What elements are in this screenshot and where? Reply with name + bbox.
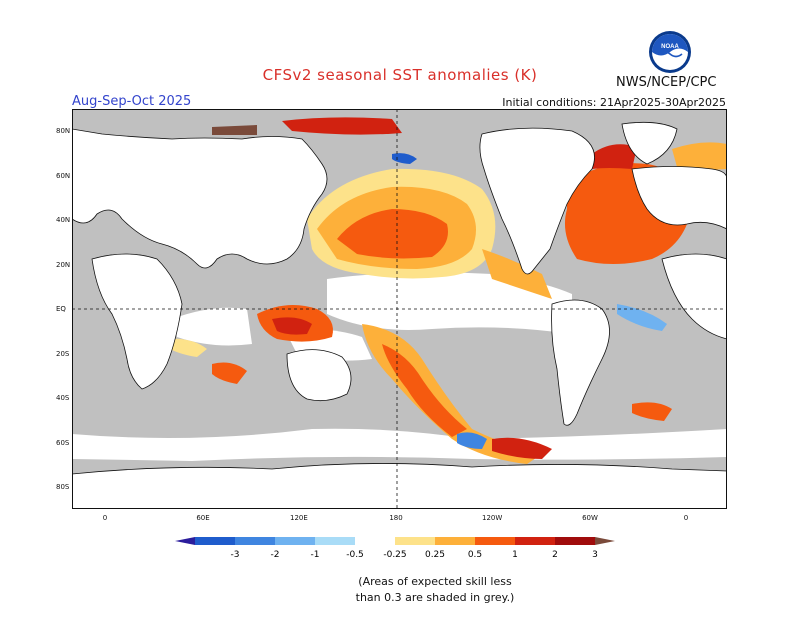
antarctica xyxy=(72,463,727,509)
noaa-logo: NOAA xyxy=(649,31,691,73)
cool-anomaly-tropical-atlantic xyxy=(617,304,667,331)
cool-anomaly-south-pacific xyxy=(457,432,487,449)
colorbar-labels: -3 -2 -1 -0.5 -0.25 0.25 0.5 1 2 3 xyxy=(231,550,598,560)
colorbar-label: -3 xyxy=(231,550,240,560)
sst-anomaly-map xyxy=(72,109,727,509)
neutral-band-pacific xyxy=(327,272,572,334)
arctic-extreme-anomaly xyxy=(212,125,257,135)
logo-text: NOAA xyxy=(661,44,679,50)
north-america xyxy=(479,127,595,275)
lon-label: 0 xyxy=(683,514,689,522)
warm-anomaly-labrador xyxy=(592,144,637,169)
neutral-band-southern-ocean xyxy=(72,428,727,461)
colorbar-label: 0.5 xyxy=(468,550,482,560)
colorbar: -3 -2 -1 -0.5 -0.25 0.25 0.5 1 2 3 xyxy=(175,537,615,560)
colorbar-label: 1 xyxy=(512,550,518,560)
colorbar-swatch xyxy=(195,537,235,545)
lat-label: EQ xyxy=(56,305,66,313)
colorbar-swatch xyxy=(475,537,515,545)
warm-anomaly-south-east-pacific xyxy=(492,437,552,459)
colorbar-swatch xyxy=(355,537,395,545)
lon-label: 60E xyxy=(196,514,210,522)
initial-conditions: Initial conditions: 21Apr2025-30Apr2025 xyxy=(502,96,726,109)
arctic-warm-anomaly xyxy=(282,117,402,135)
africa-east-wrap xyxy=(661,253,727,340)
colorbar-label: 2 xyxy=(552,550,558,560)
lon-label: 0 xyxy=(102,514,108,522)
colorbar-swatch xyxy=(315,537,355,545)
africa xyxy=(91,253,183,390)
lat-label: 60S xyxy=(56,438,70,447)
australia xyxy=(286,349,352,402)
lat-label: 60N xyxy=(56,171,71,180)
warm-anomaly-east-pacific xyxy=(482,249,552,299)
warm-anomaly-south-atlantic xyxy=(632,402,672,421)
colorbar-label: -0.25 xyxy=(383,550,406,560)
colorbar-swatch xyxy=(555,537,595,545)
colorbar-swatch xyxy=(235,537,275,545)
agency-label: NWS/NCEP/CPC xyxy=(616,75,717,90)
lon-label: 120W xyxy=(482,514,503,522)
lat-label: 20N xyxy=(56,260,71,269)
colorbar-label: 0.25 xyxy=(425,550,445,560)
strong-warm-anomaly-south-pacific xyxy=(382,344,467,437)
lat-label: 80S xyxy=(56,483,70,491)
map-title: CFSv2 seasonal SST anomalies (K) xyxy=(262,66,538,84)
forecast-period: Aug-Sep-Oct 2025 xyxy=(72,94,192,109)
colorbar-label: 3 xyxy=(592,550,598,560)
lon-label: 120E xyxy=(290,514,308,522)
colorbar-label: -0.5 xyxy=(346,550,364,560)
strong-warm-anomaly-maritime xyxy=(272,317,312,335)
continents xyxy=(72,121,727,509)
colorbar-swatch xyxy=(395,537,435,545)
lon-label: 180 xyxy=(389,514,403,522)
lat-label: 40S xyxy=(56,394,70,402)
colorbar-swatch xyxy=(515,537,555,545)
colorbar-swatch xyxy=(275,537,315,545)
skill-note-line1: (Areas of expected skill less xyxy=(358,575,512,588)
lat-label: 40N xyxy=(56,216,71,224)
eurasia xyxy=(72,128,328,269)
warm-anomaly-south-pacific xyxy=(362,324,542,464)
neutral-band-indian xyxy=(172,307,252,346)
greenland xyxy=(621,121,678,165)
strong-warm-anomaly-north-pacific xyxy=(337,209,448,259)
cool-anomaly-bering xyxy=(392,153,417,164)
warm-anomaly-south-indian xyxy=(212,362,247,384)
lat-label: 80N xyxy=(56,127,71,135)
colorbar-swatch xyxy=(435,537,475,545)
colorbar-arrow-high xyxy=(595,537,615,545)
skill-note-line2: than 0.3 are shaded in grey.) xyxy=(355,591,515,604)
lon-label: 60W xyxy=(582,514,598,522)
map-frame xyxy=(72,109,727,509)
lat-label: 20S xyxy=(56,349,70,358)
colorbar-label: -2 xyxy=(271,550,280,560)
weak-warm-anomaly-indian xyxy=(167,338,207,357)
colorbar-swatches xyxy=(175,537,615,545)
colorbar-arrow-low xyxy=(175,537,195,545)
colorbar-label: -1 xyxy=(311,550,320,560)
warm-anomaly-norwegian-sea xyxy=(672,142,727,170)
europe xyxy=(631,166,727,230)
